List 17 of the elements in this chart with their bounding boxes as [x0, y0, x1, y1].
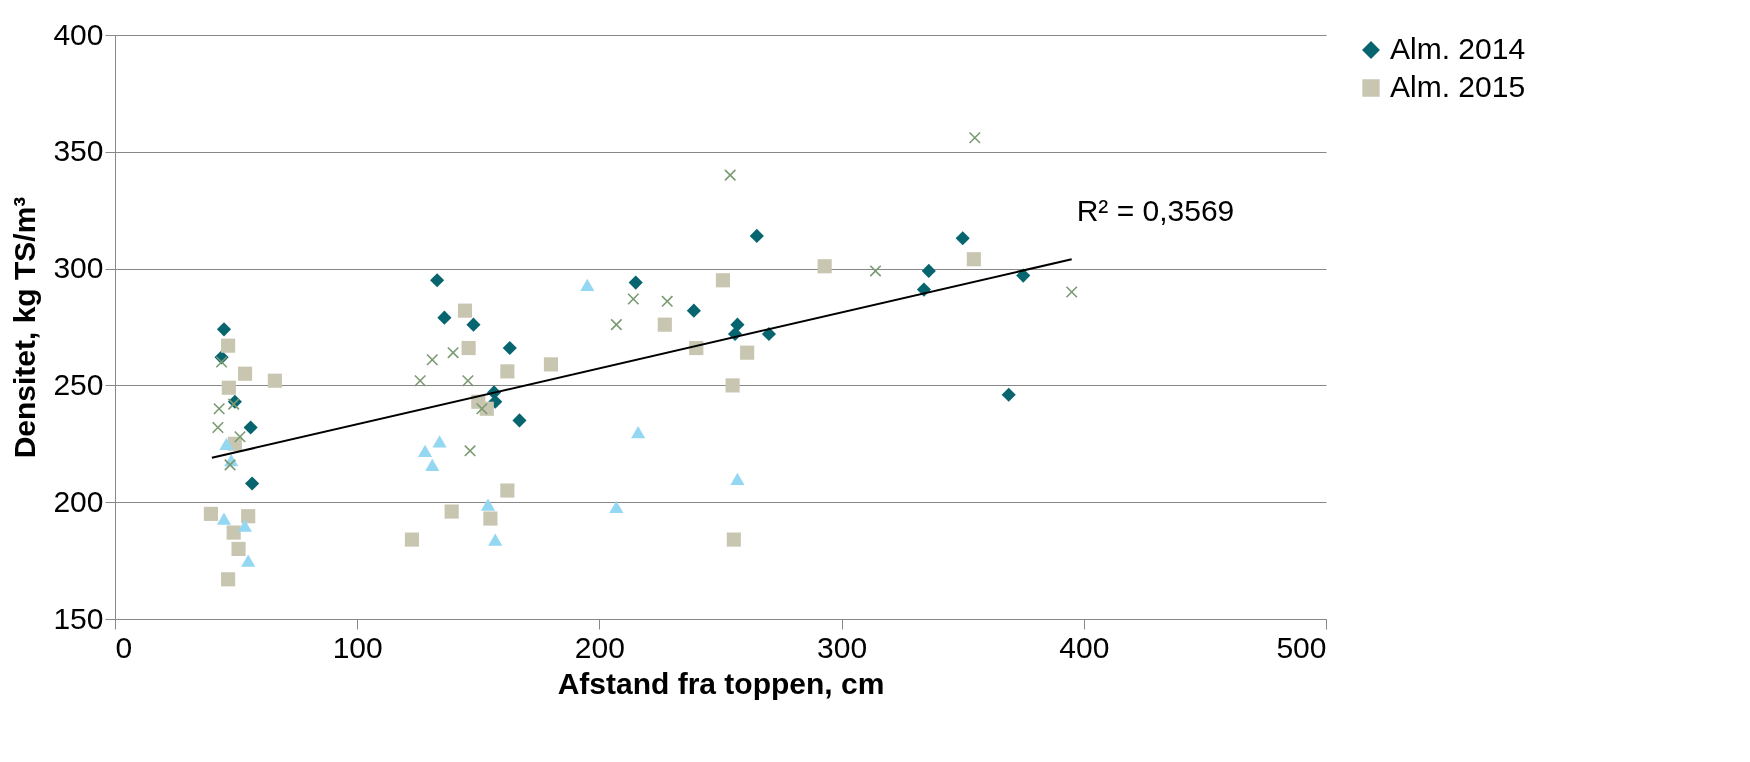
y-tick-label: 250 — [53, 367, 104, 401]
legend-label: Alm. 2015 — [1390, 70, 1526, 103]
x-tick-label: 400 — [1059, 630, 1110, 664]
x-tick-label: 500 — [1276, 630, 1327, 664]
x-tick-label: 300 — [817, 630, 868, 664]
y-tick-label: 400 — [53, 17, 104, 51]
x-tick-label: 0 — [115, 630, 133, 664]
y-tick-label: 150 — [53, 601, 104, 635]
y-axis-title: Densitet, kg TS/m³ — [8, 196, 42, 459]
annotation: R² = 0,3569 — [1076, 194, 1235, 228]
legend-label: Alm. 2014 — [1390, 32, 1526, 65]
x-axis-title: Afstand fra toppen, cm — [557, 666, 885, 700]
x-tick-label: 100 — [332, 630, 383, 664]
y-tick-label: 300 — [53, 251, 104, 285]
y-tick-label: 350 — [53, 134, 104, 168]
y-tick-label: 200 — [53, 484, 104, 518]
x-tick-label: 200 — [574, 630, 625, 664]
